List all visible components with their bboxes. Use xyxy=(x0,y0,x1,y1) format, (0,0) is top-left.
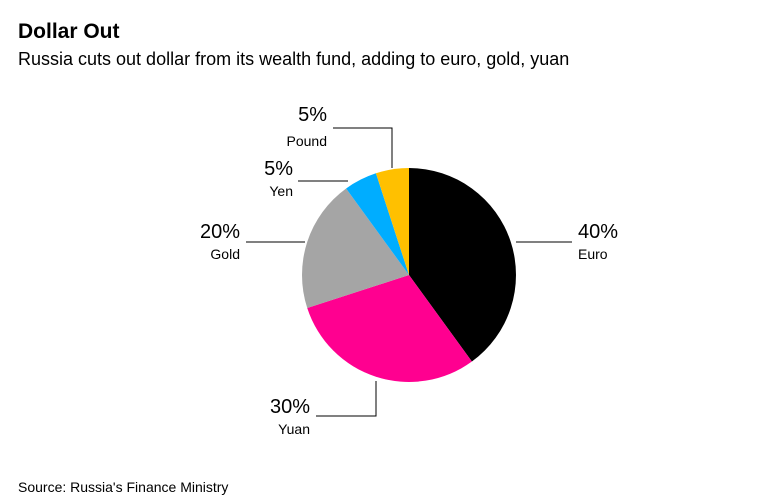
chart-title: Dollar Out xyxy=(18,20,120,43)
yen-percent-label: 5% xyxy=(264,158,293,180)
pie-slice-yen xyxy=(346,173,409,275)
slice-labels: 40% Euro 30% Yuan 20% Gold 5% Yen 5% Pou… xyxy=(200,104,618,437)
pie-slice-pound xyxy=(375,168,409,275)
gold-percent-label: 20% xyxy=(200,221,240,243)
pound-name-label: Pound xyxy=(287,133,327,149)
yuan-leader-line xyxy=(316,381,377,417)
yuan-name-label: Yuan xyxy=(278,421,310,437)
pound-percent-label: 5% xyxy=(298,104,327,126)
euro-percent-label: 40% xyxy=(578,221,618,243)
pie-chart: 40% Euro 30% Yuan 20% Gold 5% Yen 5% Pou… xyxy=(200,104,618,437)
pie-slice-euro xyxy=(409,168,516,362)
gold-name-label: Gold xyxy=(210,246,240,262)
euro-name-label: Euro xyxy=(578,246,608,262)
pie-slice-yuan xyxy=(307,275,472,382)
pound-leader-line xyxy=(333,127,393,168)
chart-subtitle: Russia cuts out dollar from its wealth f… xyxy=(18,49,570,69)
yen-name-label: Yen xyxy=(269,183,293,199)
yuan-percent-label: 30% xyxy=(270,396,310,418)
leader-lines xyxy=(246,127,572,417)
pie-slice-gold xyxy=(302,188,409,309)
pie-slices xyxy=(302,168,516,382)
source-note: Source: Russia's Finance Ministry xyxy=(18,479,229,495)
